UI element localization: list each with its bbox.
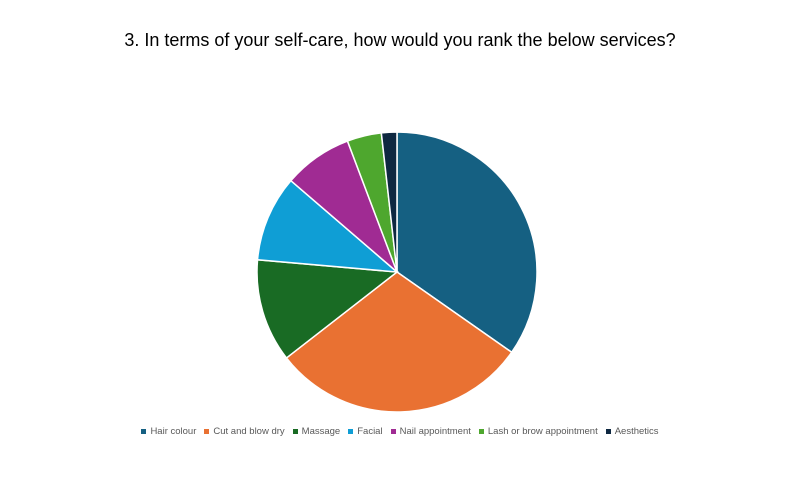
pie-slice-hair-colour	[396, 131, 538, 354]
legend-swatch	[478, 429, 484, 434]
legend-swatch	[390, 429, 396, 434]
legend-item-cut-and-blow-dry: Cut and blow dry	[204, 426, 285, 437]
legend-label: Massage	[301, 426, 341, 437]
pie-slice-massage	[256, 258, 399, 359]
legend-label: Lash or brow appointment	[487, 426, 598, 437]
legend-label: Cut and blow dry	[213, 426, 285, 437]
legend-swatch	[348, 429, 354, 434]
chart-title: 3. In terms of your self-care, how would…	[124, 30, 676, 50]
pie-slice-aesthetics	[380, 131, 398, 273]
legend-item-lash-or-brow-appointment: Lash or brow appointment	[478, 426, 598, 437]
legend-swatch	[605, 429, 611, 434]
pie-slice-cut-and-blow-dry	[285, 271, 513, 413]
legend-swatch	[141, 429, 147, 434]
legend-item-facial: Facial	[348, 426, 383, 437]
legend-swatch	[292, 429, 298, 434]
chart-legend: Hair colour Cut and blow dry Massage Facial…	[0, 426, 800, 437]
legend-item-aesthetics: Aesthetics	[605, 426, 659, 437]
legend-item-hair-colour: Hair colour	[141, 426, 196, 437]
legend-item-nail-appointment: Nail appointment	[390, 426, 471, 437]
legend-label: Facial	[357, 426, 383, 437]
legend-label: Hair colour	[150, 426, 197, 437]
pie-slices	[256, 131, 538, 413]
legend-item-massage: Massage	[292, 426, 341, 437]
legend-swatch	[204, 429, 210, 434]
legend-label: Nail appointment	[399, 426, 471, 437]
pie-slice-facial	[256, 179, 400, 273]
legend-label: Aesthetics	[614, 426, 659, 437]
